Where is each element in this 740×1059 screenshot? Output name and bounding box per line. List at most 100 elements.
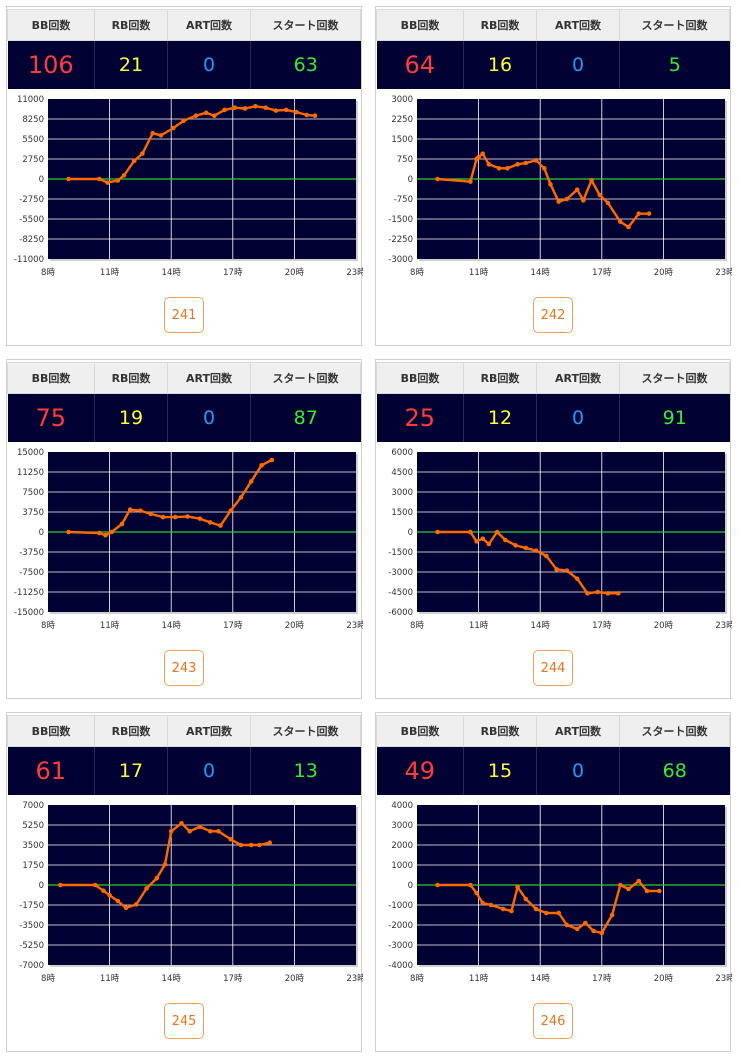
- y-tick-label: -3000: [388, 568, 413, 578]
- data-point: [589, 178, 594, 183]
- data-point: [500, 906, 506, 912]
- start-header: スタート回数: [250, 715, 361, 747]
- data-point: [513, 543, 518, 548]
- art-count: 0: [167, 746, 251, 795]
- stats-table: BB回数 RB回数 ART回数 スタート回数 61 17 0 13: [7, 715, 361, 795]
- x-tick-label: 11時: [100, 621, 120, 631]
- data-point: [158, 133, 164, 138]
- x-tick-label: 11時: [469, 974, 489, 984]
- y-tick-label: 0: [408, 528, 413, 538]
- data-point: [207, 828, 213, 834]
- data-point: [101, 888, 106, 894]
- data-point: [97, 176, 102, 182]
- data-point: [644, 888, 650, 894]
- x-tick-label: 23時: [346, 268, 363, 278]
- rb-header: RB回数: [94, 715, 168, 747]
- x-tick-label: 17時: [592, 268, 612, 278]
- data-point: [105, 180, 110, 185]
- data-point: [144, 886, 149, 891]
- data-point: [435, 882, 440, 888]
- rb-header: RB回数: [463, 715, 537, 747]
- bb-count: 61: [7, 746, 95, 795]
- profit-line-chart: 7000 5250 3500 1750 0 -1750 -3500 -5250 -7000 8時 1…: [19, 801, 363, 984]
- machine-number-button[interactable]: 242: [533, 297, 573, 333]
- y-tick-label: -5500: [19, 215, 44, 225]
- bb-header: BB回数: [7, 9, 95, 41]
- rb-count: 21: [94, 40, 168, 89]
- x-tick-label: 17時: [223, 974, 243, 984]
- machine-card: BB回数 RB回数 ART回数 スタート回数 25 12 0 91 244 6000 4500 300…: [375, 359, 732, 699]
- start-header: スタート回数: [619, 715, 730, 747]
- machine-card: BB回数 RB回数 ART回数 スタート回数 64 16 0 5 242 3000 2250 1500…: [375, 6, 732, 346]
- data-point: [548, 182, 553, 187]
- data-point: [564, 922, 570, 928]
- rb-header: RB回数: [94, 9, 168, 41]
- rb-header: RB回数: [94, 362, 168, 394]
- data-point: [283, 107, 289, 113]
- y-tick-label: -11250: [14, 588, 44, 598]
- data-point: [599, 930, 605, 936]
- y-tick-label: 3500: [22, 841, 44, 851]
- data-point: [605, 200, 611, 206]
- data-point: [133, 902, 139, 907]
- data-point: [181, 118, 186, 124]
- machine-number-button[interactable]: 243: [164, 650, 204, 686]
- machine-number-button[interactable]: 245: [164, 1003, 204, 1039]
- data-point: [523, 160, 529, 166]
- y-tick-label: -7500: [19, 568, 44, 578]
- y-tick-label: 3750: [22, 508, 44, 518]
- data-point: [238, 495, 244, 500]
- y-tick-label: -3500: [19, 921, 44, 931]
- data-point: [216, 828, 221, 834]
- data-point: [646, 211, 652, 216]
- x-tick-label: 17時: [592, 974, 612, 984]
- data-point: [480, 536, 486, 541]
- y-tick-label: -3000: [388, 941, 413, 951]
- x-tick-label: 14時: [531, 268, 551, 278]
- x-tick-label: 17時: [592, 621, 612, 631]
- x-tick-label: 20時: [285, 621, 305, 631]
- data-point: [615, 591, 621, 596]
- start-count: 68: [619, 746, 730, 795]
- bb-header: BB回数: [7, 715, 95, 747]
- y-tick-label: 2750: [22, 155, 44, 165]
- y-tick-label: -1500: [388, 215, 413, 225]
- y-tick-label: 0: [39, 881, 44, 891]
- bb-count: 49: [376, 746, 464, 795]
- data-point: [269, 457, 275, 463]
- data-point: [609, 912, 615, 918]
- art-count: 0: [536, 393, 620, 442]
- machine-number-button[interactable]: 244: [533, 650, 573, 686]
- data-point: [162, 862, 168, 867]
- data-point: [218, 523, 223, 528]
- data-point: [197, 516, 203, 521]
- y-tick-label: 0: [408, 881, 413, 891]
- data-point: [533, 906, 539, 912]
- data-point: [123, 905, 129, 911]
- data-point: [617, 219, 623, 224]
- y-tick-label: 6000: [391, 448, 413, 458]
- y-tick-label: -750: [394, 195, 413, 205]
- machine-number-button[interactable]: 246: [533, 1003, 573, 1039]
- y-tick-label: -1000: [388, 901, 413, 911]
- bb-header: BB回数: [376, 362, 464, 394]
- data-point: [564, 568, 570, 573]
- y-tick-label: -11000: [14, 255, 44, 265]
- bb-count: 25: [376, 393, 464, 442]
- data-point: [257, 842, 262, 848]
- data-point: [435, 529, 440, 535]
- data-point: [626, 886, 631, 892]
- data-point: [583, 920, 588, 926]
- data-point: [185, 514, 190, 519]
- machine-number-button[interactable]: 241: [164, 297, 204, 333]
- data-point: [556, 199, 561, 204]
- y-tick-label: -2250: [388, 235, 413, 245]
- data-point: [533, 548, 539, 553]
- data-point: [480, 151, 486, 156]
- data-point: [160, 514, 166, 520]
- x-tick-label: 14時: [531, 974, 551, 984]
- y-tick-label: 0: [39, 175, 44, 185]
- data-point: [515, 162, 520, 167]
- y-tick-label: 1500: [391, 508, 413, 518]
- y-tick-label: 5500: [22, 135, 44, 145]
